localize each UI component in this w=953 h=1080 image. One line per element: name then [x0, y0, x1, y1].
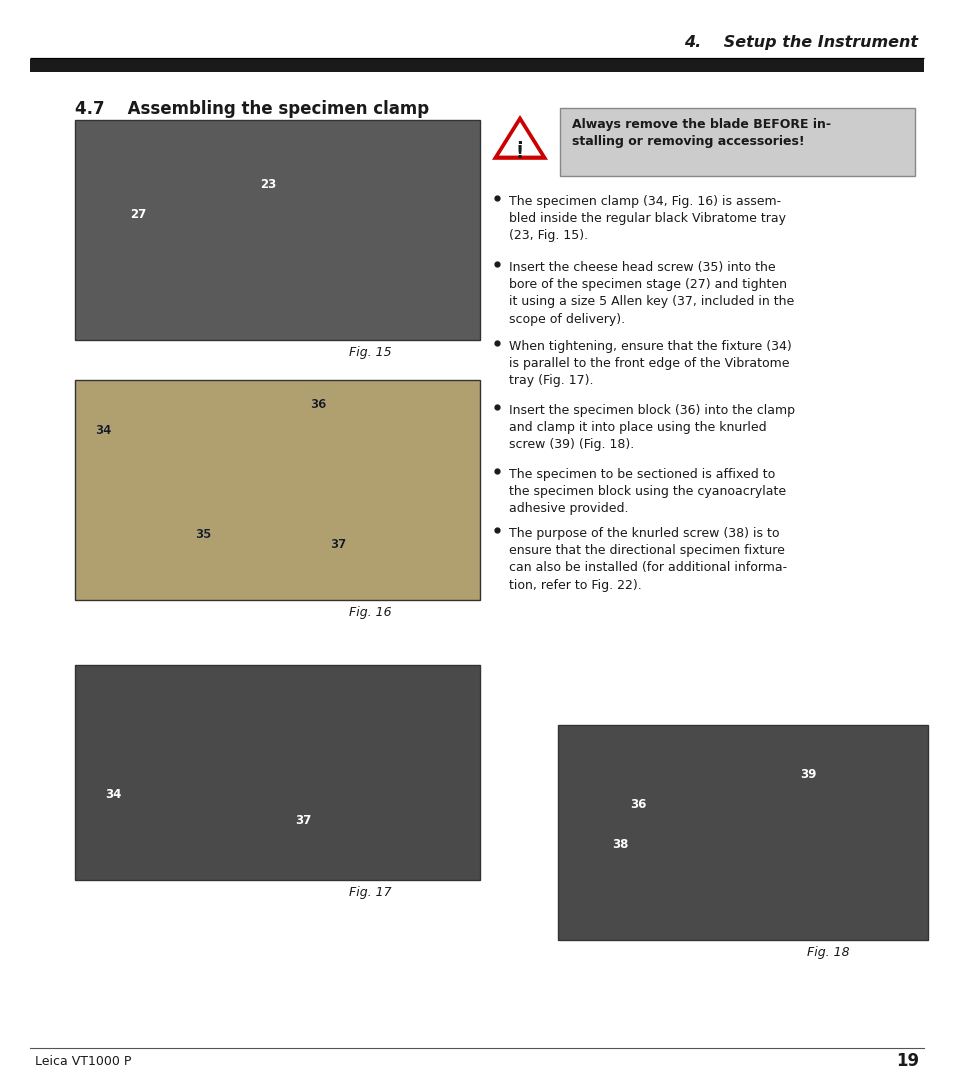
Text: When tightening, ensure that the fixture (34)
is parallel to the front edge of t: When tightening, ensure that the fixture… [509, 340, 791, 388]
Text: The specimen clamp (34, Fig. 16) is assem-
bled inside the regular black Vibrato: The specimen clamp (34, Fig. 16) is asse… [509, 195, 785, 242]
Text: Insert the cheese head screw (35) into the
bore of the specimen stage (27) and t: Insert the cheese head screw (35) into t… [509, 261, 794, 325]
Polygon shape [492, 114, 547, 160]
Text: !: ! [516, 144, 523, 162]
Text: 35: 35 [194, 528, 212, 541]
Bar [559, 108, 914, 176]
Text: Fig. 16: Fig. 16 [349, 606, 392, 619]
Bar [75, 120, 479, 340]
Text: 37: 37 [330, 539, 346, 552]
Bar [558, 725, 927, 940]
Text: 37: 37 [294, 813, 311, 826]
Text: 39: 39 [800, 769, 816, 782]
Bar [75, 665, 479, 880]
Text: 35: 35 [194, 528, 212, 541]
Text: 4.    Setup the Instrument: 4. Setup the Instrument [683, 35, 917, 50]
Text: 27: 27 [130, 208, 146, 221]
Text: 36: 36 [629, 798, 646, 811]
Text: 4.7    Assembling the specimen clamp: 4.7 Assembling the specimen clamp [75, 100, 429, 118]
Text: Always remove the blade BEFORE in-
stalling or removing accessories!: Always remove the blade BEFORE in- stall… [572, 118, 830, 148]
Text: 34: 34 [95, 423, 112, 436]
Text: Fig. 15: Fig. 15 [349, 346, 392, 359]
Text: The specimen to be sectioned is affixed to
the specimen block using the cyanoacr: The specimen to be sectioned is affixed … [509, 468, 785, 515]
Text: 34: 34 [95, 423, 112, 436]
Bar [75, 380, 479, 600]
Text: Fig. 18: Fig. 18 [806, 946, 848, 959]
Text: 23: 23 [260, 178, 276, 191]
Text: 19: 19 [895, 1052, 918, 1070]
Text: 36: 36 [310, 399, 326, 411]
Text: 37: 37 [330, 539, 346, 552]
Bar [30, 59, 923, 72]
Text: Fig. 17: Fig. 17 [349, 886, 392, 899]
Text: Leica VT1000 P: Leica VT1000 P [35, 1055, 132, 1068]
Text: 34: 34 [105, 788, 121, 801]
Polygon shape [498, 122, 540, 156]
Text: Insert the specimen block (36) into the clamp
and clamp it into place using the : Insert the specimen block (36) into the … [509, 404, 794, 451]
Text: 36: 36 [310, 399, 326, 411]
Text: The purpose of the knurled screw (38) is to
ensure that the directional specimen: The purpose of the knurled screw (38) is… [509, 527, 786, 592]
Text: .: . [516, 130, 523, 148]
Text: 38: 38 [612, 838, 628, 851]
